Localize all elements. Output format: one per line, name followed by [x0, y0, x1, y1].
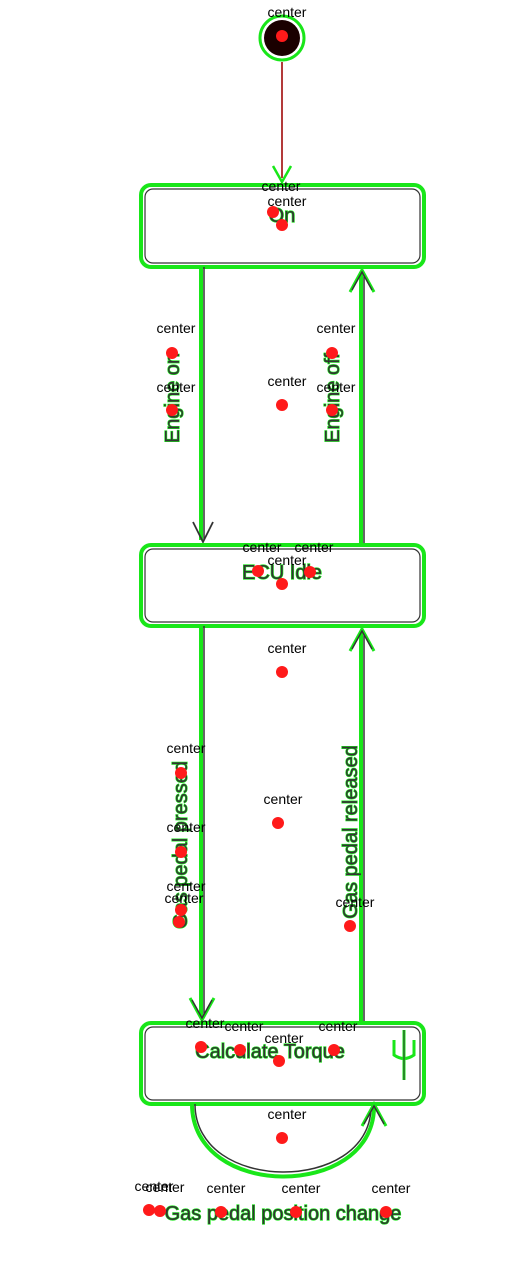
marker-dot [175, 767, 187, 779]
marker-dot [326, 404, 338, 416]
state-calculate-torque[interactable]: Calculate Torque [139, 1021, 426, 1106]
center-tag: center [295, 539, 334, 555]
marker-dot [166, 404, 178, 416]
state-ecu-idle[interactable]: ECU Idle [139, 543, 426, 628]
state-calculate-torque-label: Calculate Torque [195, 1041, 345, 1063]
center-tag: center [167, 819, 206, 835]
marker-dot [276, 399, 288, 411]
transition-engine-on[interactable] [192, 267, 214, 545]
marker-dot [272, 817, 284, 829]
label-gas-pressed: Gas pedal pressed [170, 761, 192, 929]
transition-gas-change[interactable] [190, 1100, 388, 1179]
marker-dot [166, 347, 178, 359]
center-tag: center [317, 379, 356, 395]
center-tag: center [268, 552, 307, 568]
center-tag: center [167, 740, 206, 756]
label-engine-off: Engine off [322, 353, 344, 443]
center-tag: center [186, 1015, 225, 1031]
center-tag: center [225, 1018, 264, 1034]
marker-dot [326, 347, 338, 359]
center-tag: center [146, 1179, 185, 1195]
center-tag: center [282, 1180, 321, 1196]
center-tag: center [262, 178, 301, 194]
center-tag: center [268, 640, 307, 656]
marker-dot [173, 916, 185, 928]
center-tag: center [243, 539, 282, 555]
center-tag: center [268, 1106, 307, 1122]
marker-dot [175, 904, 187, 916]
center-tag: center [157, 320, 196, 336]
center-tag: center [165, 890, 204, 906]
initial-node-icon [258, 14, 306, 62]
fork-symbol-icon [392, 1030, 416, 1080]
center-tag: center [319, 1018, 358, 1034]
marker-dot [344, 920, 356, 932]
center-tag: center [157, 379, 196, 395]
marker-dot [143, 1204, 155, 1216]
label-engine-on: Engine on [162, 353, 184, 443]
marker-dot [290, 1206, 302, 1218]
center-tag: center [265, 1030, 304, 1046]
transition-gas-pressed[interactable] [188, 626, 216, 1024]
center-tag: center [207, 1180, 246, 1196]
center-tag: center [317, 320, 356, 336]
center-tag: center [268, 373, 307, 389]
marker-dot [215, 1206, 227, 1218]
label-gas-released: Gas pedal released [340, 745, 362, 918]
marker-dot [154, 1205, 166, 1217]
center-tag: center [336, 894, 375, 910]
initial-arrowhead [271, 165, 293, 185]
center-tag: center [268, 4, 307, 20]
marker-dot [276, 1132, 288, 1144]
state-on[interactable]: On [139, 183, 426, 269]
marker-dot [276, 666, 288, 678]
center-tag: center [167, 878, 206, 894]
center-tag: center [372, 1180, 411, 1196]
center-tag: center [135, 1178, 174, 1194]
marker-dot [380, 1206, 392, 1218]
center-tag: center [268, 193, 307, 209]
center-tag: center [264, 791, 303, 807]
transition-gas-released[interactable] [348, 625, 376, 1023]
label-gas-change: Gas pedal position change [165, 1203, 402, 1225]
marker-dot [175, 846, 187, 858]
transition-engine-off[interactable] [348, 266, 376, 545]
